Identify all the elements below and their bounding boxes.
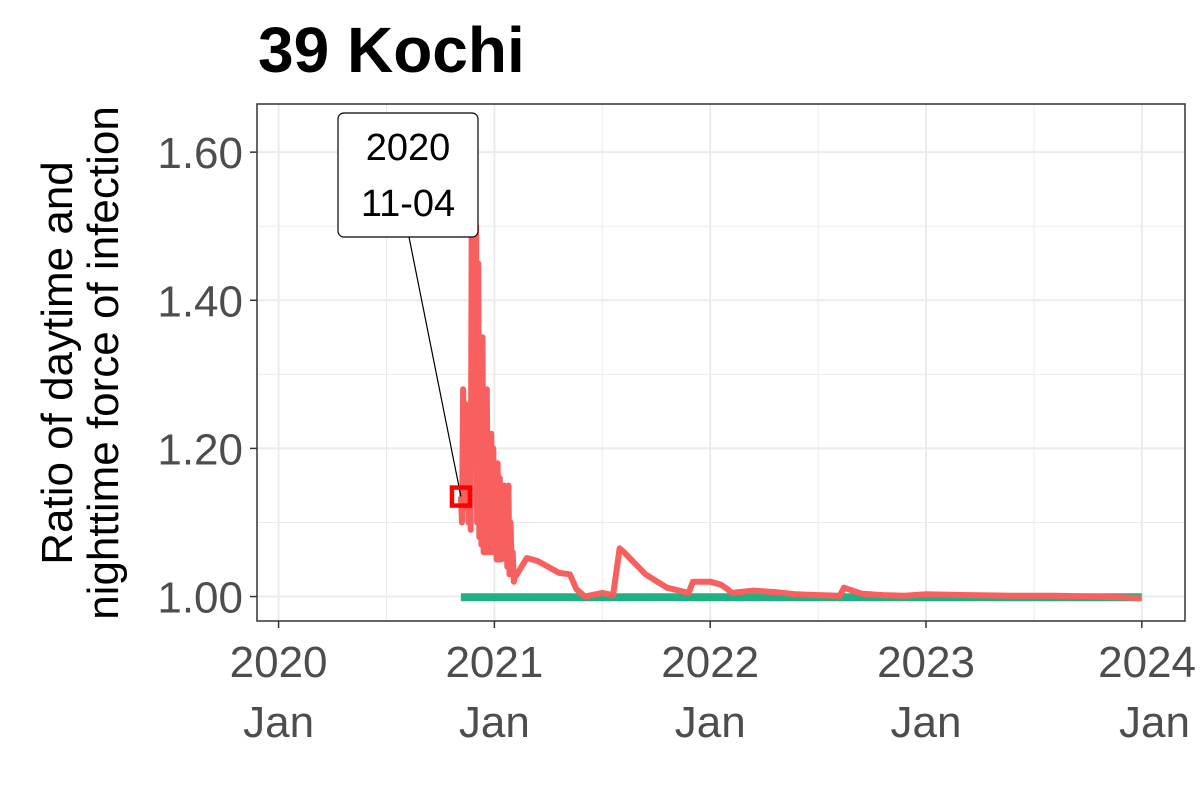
- x-tick-label-month: Jan: [891, 698, 962, 747]
- annotation-label-date: 11-04: [361, 183, 455, 225]
- annotation-label-year: 2020: [366, 127, 451, 169]
- x-tick-label-year: 2024: [1098, 638, 1196, 687]
- y-tick-label: 1.40: [157, 277, 243, 326]
- y-tick-label: 1.60: [157, 129, 243, 178]
- x-tick-label-year: 2020: [230, 638, 328, 687]
- y-tick-label: 1.00: [157, 574, 243, 623]
- x-tick-label-month: Jan: [243, 698, 314, 747]
- y-axis-label-line2: nighttime force of infection: [79, 106, 128, 620]
- x-tick-label-month: Jan: [459, 698, 530, 747]
- x-tick-label-year: 2022: [661, 638, 759, 687]
- x-tick-label-month: Jan: [675, 698, 746, 747]
- x-tick-label-month: Jan: [1119, 698, 1190, 747]
- y-tick-label: 1.20: [157, 425, 243, 474]
- y-axis-label-line1: Ratio of daytime and: [33, 161, 82, 565]
- y-axis-label: Ratio of daytime and nighttime force of …: [33, 106, 128, 620]
- chart-title: 39 Kochi: [258, 14, 525, 86]
- x-tick-label-year: 2023: [877, 638, 975, 687]
- x-tick-label-year: 2021: [445, 638, 543, 687]
